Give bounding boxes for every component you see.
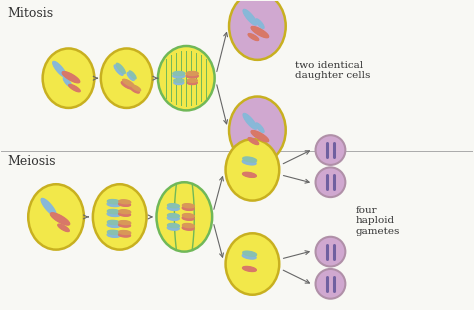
Polygon shape — [167, 214, 180, 218]
Ellipse shape — [28, 184, 84, 250]
Polygon shape — [167, 206, 179, 210]
Polygon shape — [119, 210, 131, 214]
Polygon shape — [58, 224, 69, 232]
Polygon shape — [182, 224, 194, 228]
Polygon shape — [119, 221, 131, 224]
Ellipse shape — [316, 237, 346, 267]
Polygon shape — [243, 113, 257, 129]
Polygon shape — [51, 211, 60, 221]
Polygon shape — [108, 230, 120, 235]
Ellipse shape — [316, 167, 346, 197]
Polygon shape — [107, 233, 120, 237]
Polygon shape — [242, 254, 256, 259]
Ellipse shape — [226, 233, 279, 295]
Polygon shape — [167, 216, 179, 220]
Polygon shape — [123, 79, 134, 87]
Ellipse shape — [93, 184, 146, 250]
Polygon shape — [118, 223, 130, 227]
Ellipse shape — [43, 48, 94, 108]
Polygon shape — [187, 79, 197, 82]
Polygon shape — [182, 226, 194, 230]
Text: two identical
daughter cells: two identical daughter cells — [295, 61, 370, 81]
Polygon shape — [118, 202, 130, 206]
Polygon shape — [167, 204, 180, 208]
Text: Mitosis: Mitosis — [8, 7, 54, 20]
Polygon shape — [108, 200, 120, 204]
Polygon shape — [132, 85, 141, 91]
Polygon shape — [256, 123, 264, 132]
Polygon shape — [182, 206, 194, 210]
Polygon shape — [107, 202, 120, 206]
Polygon shape — [121, 82, 133, 89]
Polygon shape — [242, 160, 256, 165]
Polygon shape — [173, 72, 185, 75]
Polygon shape — [243, 267, 256, 272]
Polygon shape — [107, 212, 120, 216]
Polygon shape — [243, 251, 256, 256]
Ellipse shape — [316, 135, 346, 165]
Polygon shape — [167, 226, 179, 230]
Polygon shape — [69, 84, 80, 92]
Polygon shape — [119, 231, 131, 234]
Polygon shape — [182, 214, 194, 218]
Ellipse shape — [229, 0, 286, 60]
Ellipse shape — [158, 46, 215, 110]
Polygon shape — [243, 9, 257, 25]
Polygon shape — [118, 233, 130, 237]
Polygon shape — [251, 131, 269, 142]
Polygon shape — [50, 213, 70, 225]
Polygon shape — [182, 216, 194, 220]
Polygon shape — [174, 79, 184, 82]
Polygon shape — [64, 78, 72, 87]
Polygon shape — [114, 65, 123, 75]
Polygon shape — [174, 81, 184, 85]
Ellipse shape — [229, 96, 286, 164]
Polygon shape — [62, 72, 80, 83]
Polygon shape — [53, 61, 66, 77]
Polygon shape — [182, 204, 194, 208]
Polygon shape — [118, 212, 130, 216]
Ellipse shape — [226, 139, 279, 201]
Polygon shape — [186, 74, 198, 78]
Polygon shape — [119, 200, 131, 204]
Text: four
haploid
gametes: four haploid gametes — [356, 206, 400, 236]
Polygon shape — [243, 157, 256, 162]
Ellipse shape — [316, 269, 346, 299]
Polygon shape — [131, 87, 139, 93]
Polygon shape — [248, 34, 259, 41]
Polygon shape — [173, 74, 185, 78]
Polygon shape — [243, 172, 256, 177]
Polygon shape — [107, 223, 120, 227]
Polygon shape — [41, 198, 56, 216]
Polygon shape — [167, 224, 180, 228]
Polygon shape — [129, 71, 136, 79]
Ellipse shape — [101, 48, 153, 108]
Polygon shape — [256, 19, 264, 29]
Ellipse shape — [156, 182, 212, 252]
Text: Meiosis: Meiosis — [8, 155, 56, 168]
Polygon shape — [248, 138, 259, 144]
Polygon shape — [127, 73, 134, 80]
Polygon shape — [116, 63, 125, 73]
Polygon shape — [251, 27, 269, 38]
Polygon shape — [186, 72, 198, 75]
Polygon shape — [187, 81, 197, 85]
Polygon shape — [108, 210, 120, 214]
Polygon shape — [108, 220, 120, 225]
